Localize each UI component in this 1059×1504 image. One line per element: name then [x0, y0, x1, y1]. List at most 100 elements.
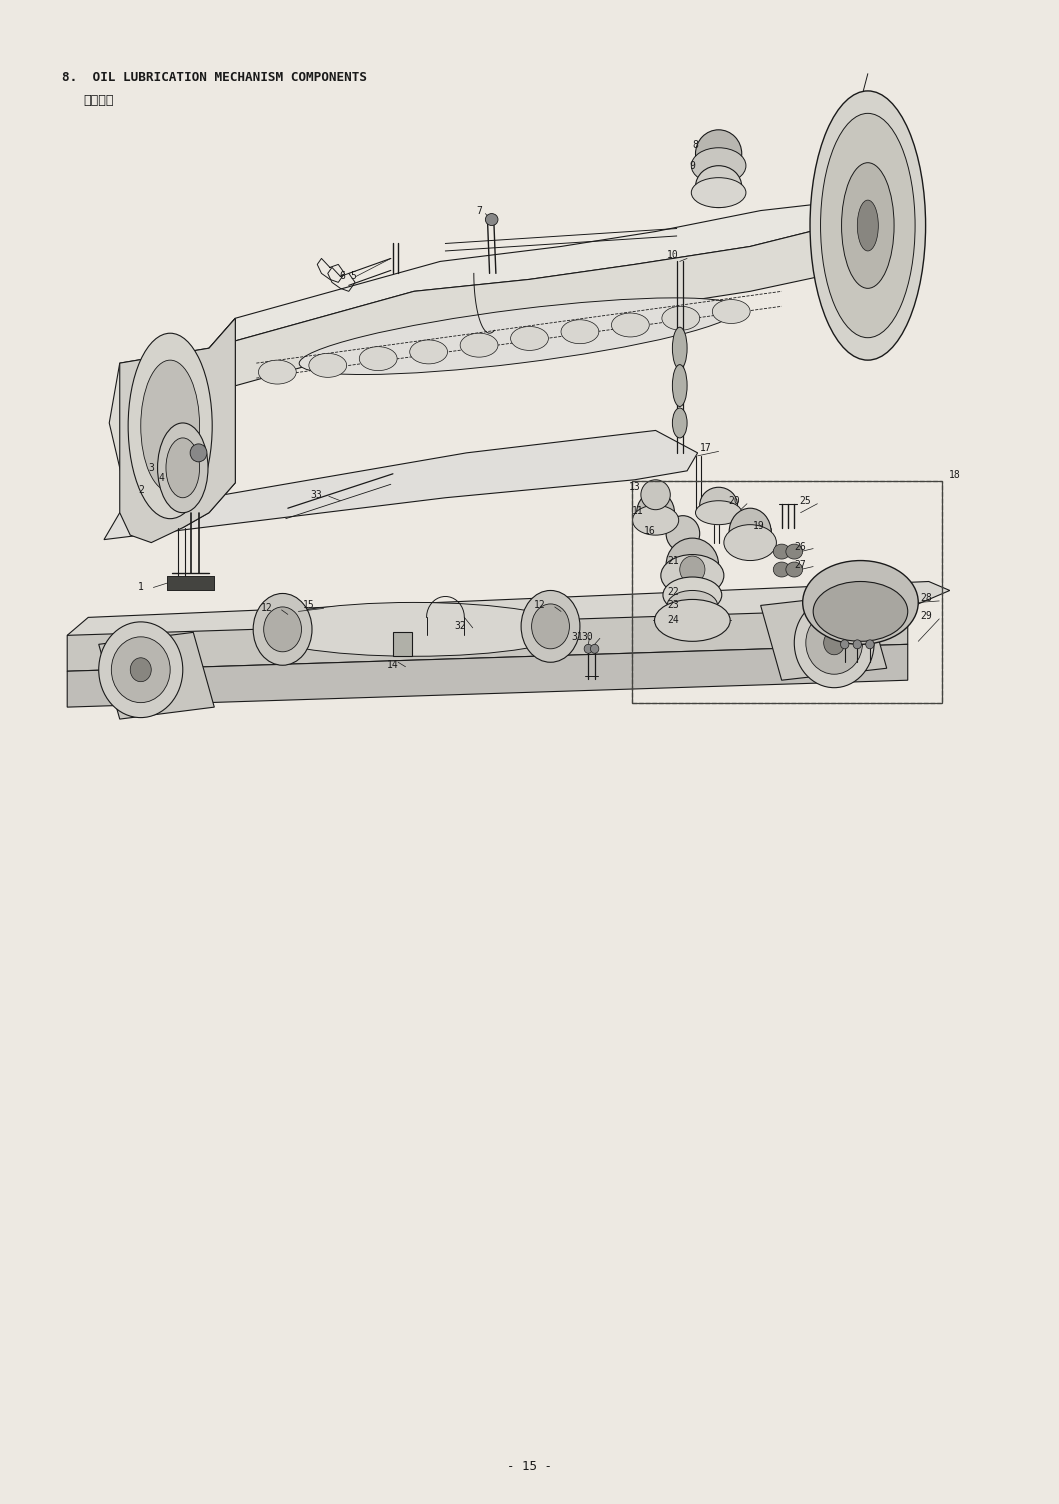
Text: 32: 32 — [454, 621, 466, 632]
Ellipse shape — [773, 562, 790, 578]
Ellipse shape — [585, 644, 593, 653]
Ellipse shape — [264, 608, 302, 651]
Text: 7: 7 — [477, 206, 482, 215]
Ellipse shape — [654, 600, 730, 641]
Ellipse shape — [300, 298, 739, 374]
Ellipse shape — [611, 313, 649, 337]
Bar — [167, 576, 214, 591]
Ellipse shape — [786, 544, 803, 559]
Ellipse shape — [461, 334, 498, 356]
Ellipse shape — [672, 328, 687, 368]
Ellipse shape — [858, 200, 878, 251]
Text: 12: 12 — [261, 603, 273, 614]
Ellipse shape — [410, 340, 448, 364]
Ellipse shape — [253, 594, 312, 665]
Text: 10: 10 — [666, 251, 678, 260]
Ellipse shape — [773, 544, 790, 559]
Text: 13: 13 — [629, 483, 641, 492]
Ellipse shape — [166, 438, 199, 498]
Polygon shape — [209, 226, 840, 393]
Text: 28: 28 — [920, 593, 933, 603]
Ellipse shape — [806, 612, 863, 674]
Text: 19: 19 — [753, 522, 765, 531]
Text: 5: 5 — [351, 271, 356, 281]
Text: 6: 6 — [340, 271, 345, 281]
Text: 14: 14 — [387, 660, 399, 671]
Ellipse shape — [794, 599, 874, 687]
Ellipse shape — [680, 556, 705, 584]
Ellipse shape — [359, 347, 397, 370]
Ellipse shape — [141, 359, 199, 492]
Ellipse shape — [786, 562, 803, 578]
Text: 29: 29 — [920, 611, 933, 621]
Ellipse shape — [841, 639, 849, 648]
Text: 25: 25 — [798, 496, 810, 505]
Polygon shape — [67, 582, 950, 644]
Ellipse shape — [696, 129, 741, 177]
Text: 15: 15 — [303, 600, 315, 611]
Polygon shape — [209, 202, 840, 347]
Ellipse shape — [666, 538, 719, 593]
Ellipse shape — [842, 162, 894, 289]
Ellipse shape — [692, 177, 746, 208]
Ellipse shape — [532, 605, 570, 648]
Polygon shape — [67, 609, 908, 671]
Text: 20: 20 — [729, 496, 740, 505]
Ellipse shape — [810, 90, 926, 359]
Ellipse shape — [700, 487, 737, 523]
Text: 33: 33 — [310, 490, 322, 499]
Text: - 15 -: - 15 - — [507, 1460, 552, 1474]
Ellipse shape — [485, 214, 498, 226]
Bar — [632, 481, 943, 702]
Ellipse shape — [521, 591, 580, 662]
Ellipse shape — [667, 591, 718, 620]
Text: 23: 23 — [667, 600, 679, 611]
Ellipse shape — [865, 639, 874, 648]
Ellipse shape — [662, 307, 700, 331]
Text: 27: 27 — [794, 559, 807, 570]
Ellipse shape — [724, 525, 776, 561]
Ellipse shape — [692, 147, 746, 183]
Ellipse shape — [561, 320, 598, 344]
Text: 30: 30 — [581, 632, 593, 642]
Ellipse shape — [258, 359, 297, 384]
Ellipse shape — [128, 334, 212, 519]
Ellipse shape — [98, 621, 183, 717]
Polygon shape — [120, 319, 235, 543]
Polygon shape — [109, 319, 235, 528]
Ellipse shape — [696, 501, 741, 525]
Text: 17: 17 — [700, 444, 712, 453]
Ellipse shape — [672, 364, 687, 406]
Text: 8.  OIL LUBRICATION MECHANISM COMPONENTS: 8. OIL LUBRICATION MECHANISM COMPONENTS — [62, 72, 367, 84]
Text: 9: 9 — [689, 161, 696, 170]
Ellipse shape — [641, 480, 670, 510]
Ellipse shape — [666, 516, 700, 552]
Text: 1: 1 — [138, 582, 144, 593]
Ellipse shape — [130, 657, 151, 681]
Ellipse shape — [632, 505, 679, 535]
Bar — [167, 576, 214, 591]
Text: 12: 12 — [534, 600, 545, 611]
Ellipse shape — [854, 639, 862, 648]
Polygon shape — [104, 430, 698, 540]
Text: 26: 26 — [794, 541, 807, 552]
Text: 3: 3 — [148, 463, 155, 472]
Ellipse shape — [713, 299, 750, 323]
Ellipse shape — [256, 603, 572, 656]
Polygon shape — [67, 644, 908, 707]
Ellipse shape — [191, 444, 207, 462]
Ellipse shape — [803, 561, 918, 644]
Ellipse shape — [813, 582, 908, 641]
Ellipse shape — [730, 508, 771, 556]
Ellipse shape — [661, 555, 724, 597]
Bar — [393, 632, 412, 656]
Ellipse shape — [672, 408, 687, 438]
Ellipse shape — [663, 578, 722, 614]
Text: 16: 16 — [644, 525, 656, 535]
Ellipse shape — [510, 326, 549, 350]
Ellipse shape — [824, 630, 845, 654]
Ellipse shape — [591, 644, 598, 653]
Text: 4: 4 — [159, 474, 165, 483]
Text: 18: 18 — [949, 471, 961, 480]
Text: 給油関係: 給油関係 — [83, 93, 113, 107]
